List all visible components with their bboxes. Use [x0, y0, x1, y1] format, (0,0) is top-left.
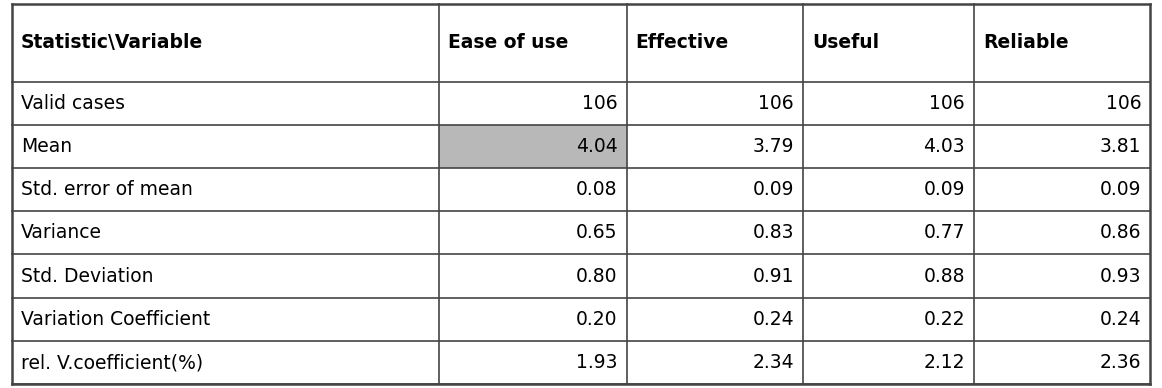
Text: Statistic\Variable: Statistic\Variable [21, 33, 203, 52]
Text: 106: 106 [582, 94, 617, 113]
Text: 2.12: 2.12 [924, 353, 964, 372]
Text: 4.04: 4.04 [575, 137, 617, 156]
Text: Variance: Variance [21, 223, 102, 242]
Text: Mean: Mean [21, 137, 72, 156]
Text: 0.93: 0.93 [1099, 267, 1141, 286]
Text: 0.24: 0.24 [752, 310, 794, 329]
Text: 0.22: 0.22 [924, 310, 964, 329]
Text: 3.79: 3.79 [753, 137, 794, 156]
Text: 2.36: 2.36 [1099, 353, 1141, 372]
Text: 0.09: 0.09 [1099, 180, 1141, 199]
Text: Valid cases: Valid cases [21, 94, 124, 113]
Text: 0.65: 0.65 [576, 223, 617, 242]
Text: 106: 106 [1106, 94, 1141, 113]
Text: 0.91: 0.91 [753, 267, 794, 286]
Text: 1.93: 1.93 [576, 353, 617, 372]
Text: 0.86: 0.86 [1099, 223, 1141, 242]
Text: 0.08: 0.08 [576, 180, 617, 199]
Text: 3.81: 3.81 [1099, 137, 1141, 156]
Text: Std. error of mean: Std. error of mean [21, 180, 193, 199]
Text: 4.03: 4.03 [923, 137, 964, 156]
Text: 0.80: 0.80 [576, 267, 617, 286]
Text: 106: 106 [930, 94, 964, 113]
Text: 0.88: 0.88 [924, 267, 964, 286]
Text: 0.24: 0.24 [1099, 310, 1141, 329]
Text: 0.77: 0.77 [924, 223, 964, 242]
Text: rel. V.coefficient(%): rel. V.coefficient(%) [21, 353, 203, 372]
Text: 0.09: 0.09 [924, 180, 964, 199]
Bar [439, 125, 626, 168]
Text: Variation Coefficient: Variation Coefficient [21, 310, 210, 329]
Text: Effective: Effective [636, 33, 729, 52]
Text: 0.09: 0.09 [753, 180, 794, 199]
Text: Std. Deviation: Std. Deviation [21, 267, 153, 286]
Text: Reliable: Reliable [983, 33, 1069, 52]
Text: Useful: Useful [812, 33, 880, 52]
Text: 106: 106 [759, 94, 794, 113]
Text: 0.20: 0.20 [576, 310, 617, 329]
Text: 2.34: 2.34 [752, 353, 794, 372]
Text: 0.83: 0.83 [753, 223, 794, 242]
Text: Ease of use: Ease of use [447, 33, 568, 52]
